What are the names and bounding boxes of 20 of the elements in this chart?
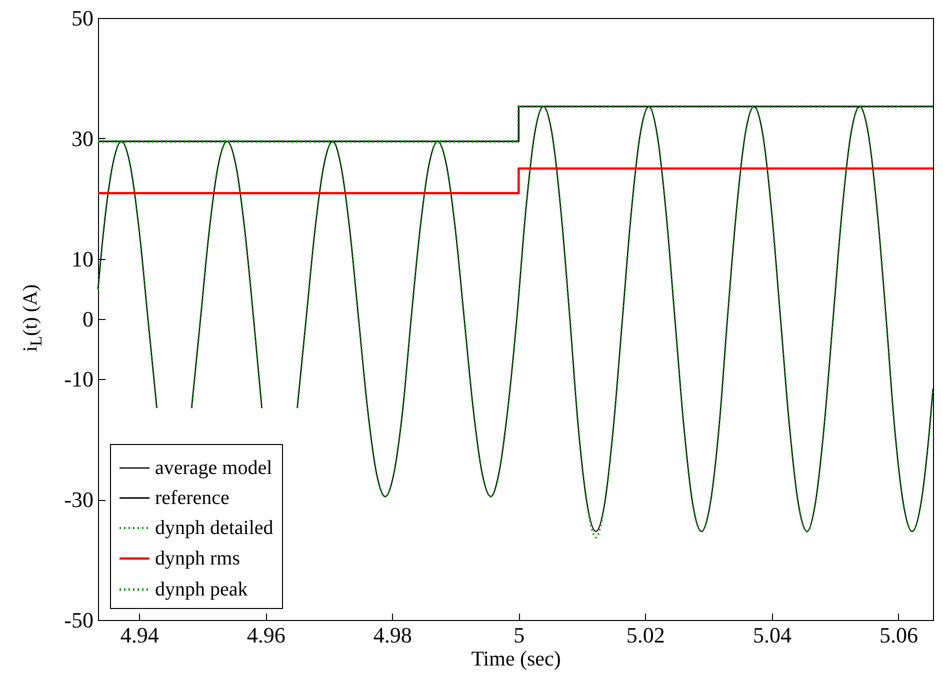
x-tick-label: 4.94 xyxy=(120,622,159,648)
y-tick-label: 50 xyxy=(72,6,94,30)
y-tick-label: 30 xyxy=(72,126,94,151)
x-tick-label: 5 xyxy=(514,622,525,648)
y-tick-label: -50 xyxy=(64,608,94,632)
legend-label: dynph rms xyxy=(155,548,240,570)
x-tick-label: 4.96 xyxy=(246,622,286,648)
y-tick-label: -10 xyxy=(64,366,94,392)
legend-label: average model xyxy=(155,457,273,479)
legend-label: dynph peak xyxy=(155,578,248,600)
x-tick-label: 5.06 xyxy=(879,622,918,648)
x-axis-title: Time (sec) xyxy=(471,646,561,670)
y-tick-label: 0 xyxy=(82,306,94,332)
x-tick-label: 5.02 xyxy=(626,622,665,648)
y-tick-label: -30 xyxy=(64,487,94,512)
legend-label: reference xyxy=(155,487,230,509)
x-tick-label: 4.98 xyxy=(373,622,412,648)
legend-label: dynph detailed xyxy=(155,517,274,539)
y-tick-label: 10 xyxy=(72,246,94,272)
x-tick-label: 5.04 xyxy=(752,622,792,648)
